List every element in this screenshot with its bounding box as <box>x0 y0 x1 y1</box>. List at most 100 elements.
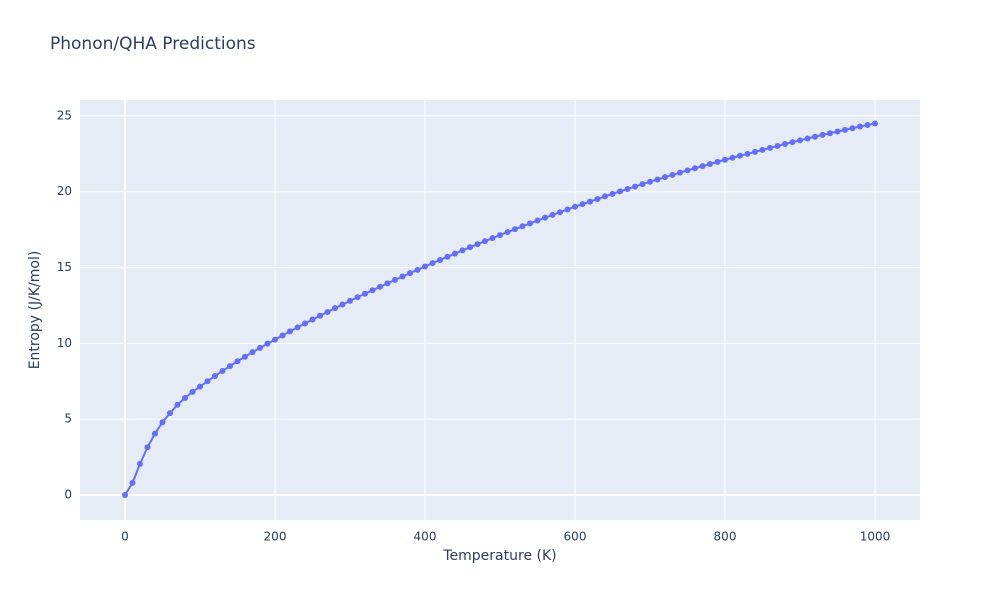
point <box>647 178 653 185</box>
point <box>182 394 188 401</box>
y-tick-label: 20 <box>57 184 72 198</box>
point <box>534 217 541 224</box>
point <box>197 383 203 390</box>
point <box>512 226 518 233</box>
point <box>504 229 511 236</box>
point <box>692 165 698 172</box>
point <box>122 491 128 498</box>
point <box>452 250 458 257</box>
point <box>482 238 488 245</box>
y-tick-label: 15 <box>57 260 72 274</box>
point <box>324 308 331 315</box>
point <box>542 214 548 221</box>
point <box>699 163 706 170</box>
point <box>362 290 368 297</box>
point <box>617 188 623 195</box>
point <box>707 160 713 167</box>
point <box>287 328 293 335</box>
point <box>414 266 421 273</box>
point <box>677 169 683 176</box>
point <box>174 401 181 408</box>
point <box>377 283 383 290</box>
point <box>444 253 451 260</box>
point <box>714 158 721 165</box>
point <box>797 137 803 144</box>
point <box>204 378 211 385</box>
point <box>857 123 863 130</box>
x-tick-label: 800 <box>714 530 737 544</box>
point <box>249 349 256 356</box>
point <box>497 232 503 239</box>
point <box>189 388 196 395</box>
point <box>279 332 286 339</box>
point <box>849 125 856 132</box>
point <box>872 120 878 127</box>
point <box>812 133 818 140</box>
x-axis-title: Temperature (K) <box>442 548 556 564</box>
point <box>309 316 316 323</box>
point <box>564 206 571 213</box>
point <box>332 305 338 312</box>
x-tick-label: 200 <box>264 530 287 544</box>
point <box>519 223 526 230</box>
point <box>819 131 826 138</box>
y-axis-title: Entropy (J/K/mol) <box>27 251 43 370</box>
point <box>594 196 601 203</box>
point <box>684 167 691 174</box>
point <box>527 220 533 227</box>
point <box>129 479 136 486</box>
point <box>489 235 496 242</box>
point <box>654 176 661 183</box>
point <box>624 186 631 193</box>
point <box>384 280 391 287</box>
x-tick-label: 1000 <box>860 530 891 544</box>
point <box>242 353 248 360</box>
point <box>294 324 301 331</box>
point <box>437 256 443 263</box>
plot-area <box>80 100 920 520</box>
point <box>459 247 466 254</box>
point <box>864 122 871 129</box>
point <box>729 154 736 161</box>
y-tick-label: 10 <box>57 336 72 350</box>
x-tick-label: 400 <box>414 530 437 544</box>
y-tick-label: 0 <box>64 487 72 501</box>
point <box>407 270 413 277</box>
x-tick-label: 0 <box>121 530 129 544</box>
point <box>302 320 308 327</box>
point <box>392 276 398 283</box>
y-tick-label: 5 <box>64 412 72 426</box>
point <box>804 135 811 142</box>
point <box>137 460 143 467</box>
point <box>834 128 841 135</box>
point <box>264 340 271 347</box>
point <box>744 150 751 157</box>
point <box>632 183 638 190</box>
point <box>579 201 586 208</box>
point <box>602 193 608 200</box>
point <box>257 344 263 351</box>
point <box>339 301 346 308</box>
point <box>662 174 668 181</box>
point <box>317 312 323 319</box>
point <box>159 419 166 426</box>
point <box>167 410 173 417</box>
point <box>467 244 473 251</box>
point <box>354 294 361 301</box>
point <box>227 363 233 370</box>
chart-title: Phonon/QHA Predictions <box>50 34 256 54</box>
point <box>144 444 151 451</box>
point <box>609 190 616 197</box>
point <box>219 367 226 374</box>
x-tick-label: 600 <box>564 530 587 544</box>
y-tick-label: 25 <box>57 108 72 122</box>
point <box>272 336 278 343</box>
point <box>639 181 646 188</box>
point <box>549 211 556 218</box>
point <box>212 372 218 379</box>
point <box>759 146 766 153</box>
point <box>429 260 436 267</box>
point <box>422 263 428 270</box>
point <box>774 142 781 149</box>
